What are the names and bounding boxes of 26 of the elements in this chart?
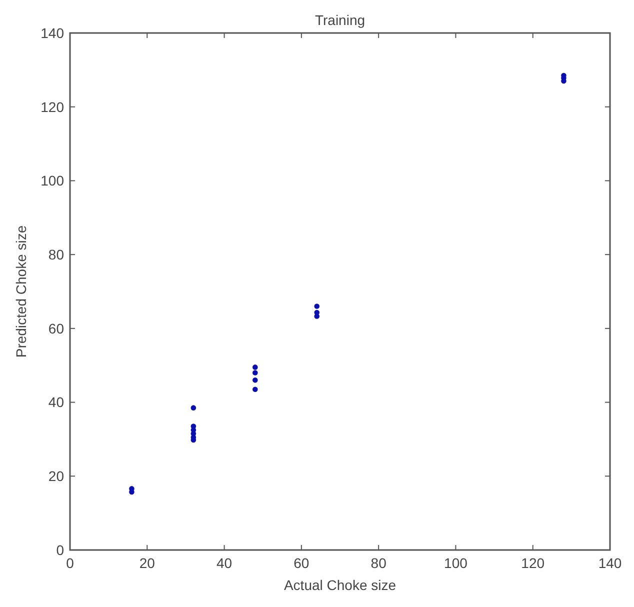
point	[314, 314, 320, 319]
point	[252, 364, 258, 370]
y-tick-label: 0	[56, 542, 64, 558]
x-axis-title: Actual Choke size	[284, 577, 396, 593]
x-tick-label: 60	[294, 555, 310, 571]
y-tick-label: 120	[40, 98, 64, 115]
y-tick-label: 40	[48, 394, 64, 410]
x-tick-label: 80	[370, 555, 387, 571]
x-tick-label: 20	[139, 555, 156, 571]
x-tick-label: 40	[216, 555, 232, 571]
x-tick-label: 0	[66, 555, 74, 571]
point	[190, 405, 196, 410]
y-tick-label: 20	[48, 468, 64, 484]
chart-title: Training	[314, 12, 366, 28]
y-tick-label: 80	[48, 246, 64, 262]
y-axis-title: Predicted Choke size	[13, 225, 29, 358]
y-tick-label: 60	[48, 320, 64, 336]
y-tick-label: 100	[40, 172, 64, 189]
y-tick-label: 140	[40, 24, 64, 41]
x-tick-label: 100	[444, 555, 468, 571]
x-tick-label: 120	[521, 555, 545, 571]
point	[252, 370, 258, 376]
point	[252, 386, 258, 392]
point	[314, 304, 320, 309]
x-tick-label: 140	[598, 555, 622, 571]
point	[252, 377, 258, 383]
